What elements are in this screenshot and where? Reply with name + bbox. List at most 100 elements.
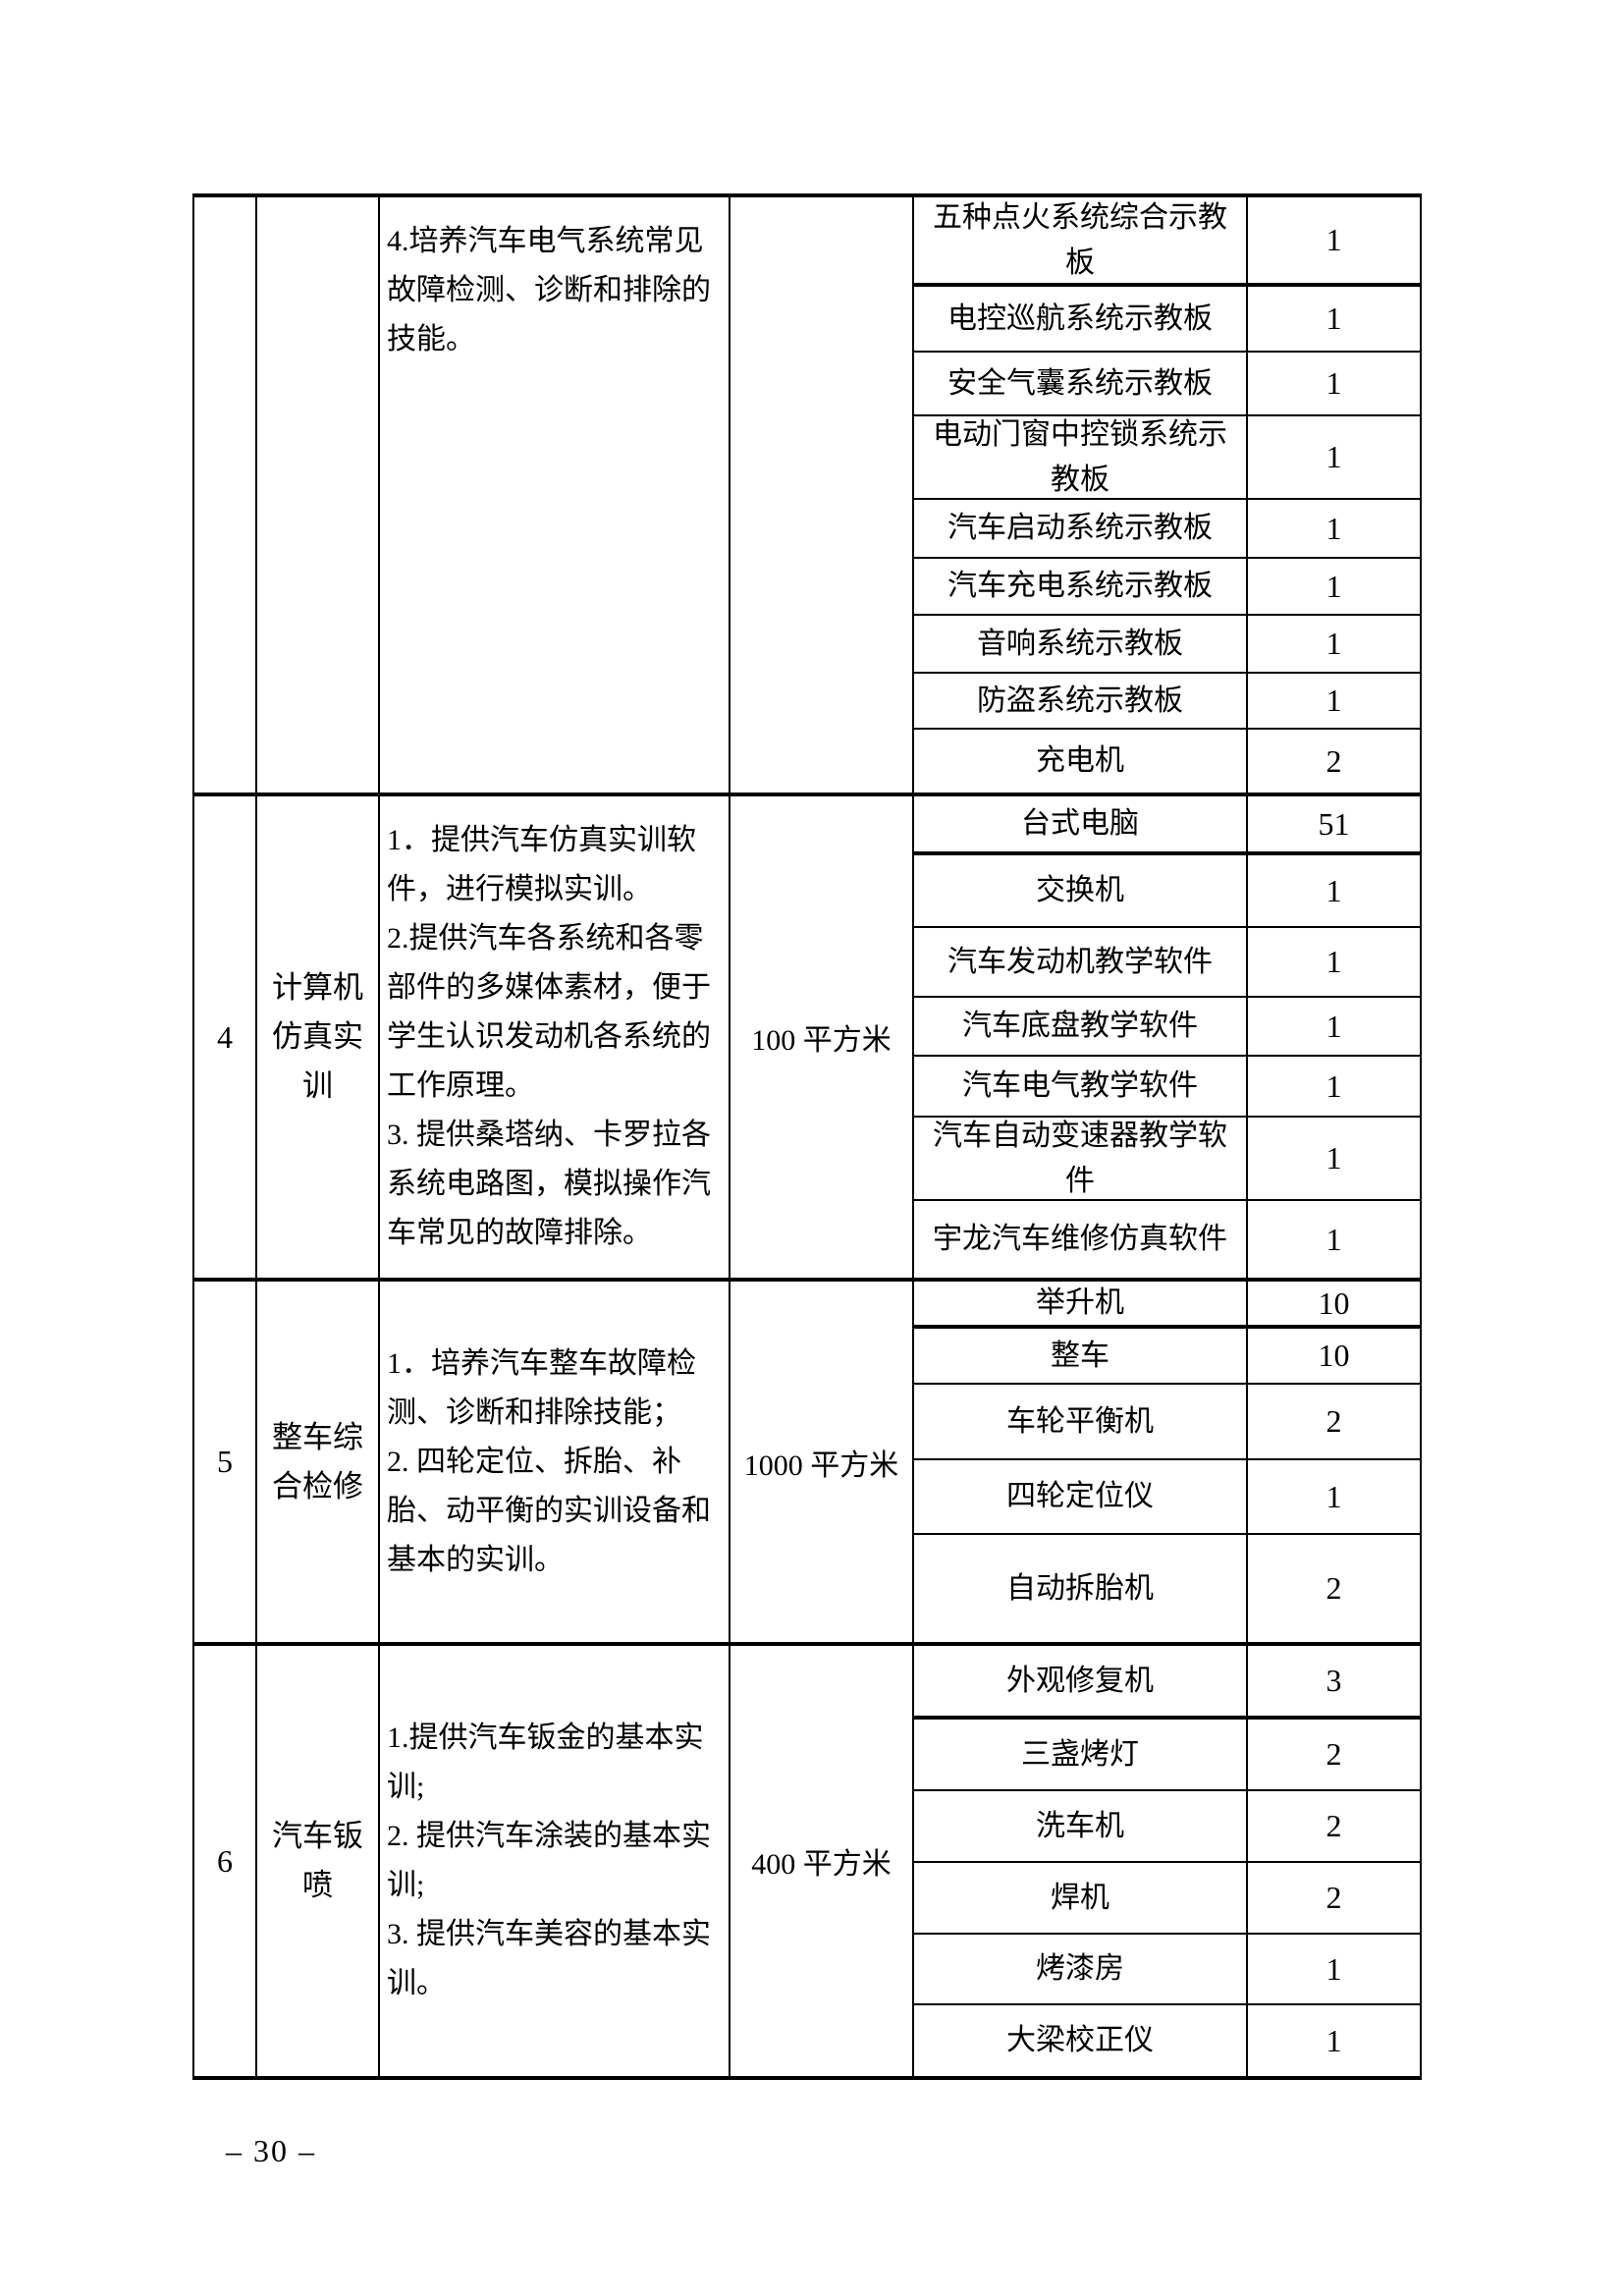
equipment-row: 电控巡航系统示教板 1 [914, 287, 1420, 353]
equipment-row: 音响系统示教板 1 [914, 616, 1420, 674]
equipment-qty-cell: 1 [1325, 683, 1342, 718]
equipment-row: 充电机 2 [914, 730, 1420, 793]
equipment-qty-cell: 10 [1318, 1338, 1350, 1373]
description-cell: 4.培养汽车电气系统常见故障检测、诊断和排除的技能。 [380, 197, 730, 793]
area-cell: 100 平方米 [730, 796, 914, 1278]
equipment-name-cell: 汽车电气教学软件 [914, 1057, 1248, 1116]
equipment-name-cell: 五种点火系统综合示教板 [914, 197, 1248, 283]
equipment-row: 汽车底盘教学软件 1 [914, 998, 1420, 1057]
description-paragraph: 1.提供汽车钣金的基本实训; [387, 1722, 704, 1803]
equipment-name-cell: 电控巡航系统示教板 [914, 287, 1248, 351]
table-group: 4 计算机仿真实训 1．提供汽车仿真实训软件，进行模拟实训。 2.提供汽车各系统和各零… [194, 793, 1420, 1278]
equipment-name-cell: 焊机 [914, 1863, 1248, 1933]
table-group: 6 汽车钣喷 1.提供汽车钣金的基本实训; 2. 提供汽车涂装的基本实训; 3. 提供汽… [194, 1642, 1420, 2076]
equipment-name-cell: 宇龙汽车维修仿真软件 [914, 1201, 1248, 1278]
equipment-name-cell: 四轮定位仪 [914, 1460, 1248, 1533]
equipment-qty-cell: 10 [1318, 1285, 1350, 1321]
equipment-row: 外观修复机 3 [914, 1646, 1420, 1720]
area-cell [730, 197, 914, 793]
equipment-row: 自动拆胎机 2 [914, 1535, 1420, 1642]
equipment-name-cell: 汽车充电系统示教板 [914, 559, 1248, 614]
description-paragraph: 3. 提供汽车美容的基本实训。 [387, 1918, 711, 1999]
area-cell: 1000 平方米 [730, 1282, 914, 1642]
room-name-cell [257, 197, 380, 793]
equipment-row: 三盏烤灯 2 [914, 1720, 1420, 1791]
equipment-row: 台式电脑 51 [914, 796, 1420, 855]
equipment-name-cell: 三盏烤灯 [914, 1720, 1248, 1789]
equipment-qty-cell: 3 [1325, 1663, 1342, 1698]
equipment-name-cell: 防盗系统示教板 [914, 674, 1248, 728]
equipment-name-cell: 车轮平衡机 [914, 1385, 1248, 1458]
equipment-rows: 外观修复机 3 三盏烤灯 2 洗车机 2 焊机 2 烤漆房 1 大梁校正仪 1 [914, 1646, 1420, 2076]
equipment-qty-cell: 1 [1325, 626, 1342, 661]
equipment-qty-cell: 2 [1325, 1808, 1342, 1843]
equipment-row: 举升机 10 [914, 1282, 1420, 1329]
equipment-row: 防盗系统示教板 1 [914, 674, 1420, 730]
description-paragraph: 3. 提供桑塔纳、卡罗拉各系统电路图，模拟操作汽车常见的故障排除。 [387, 1119, 711, 1249]
equipment-name-cell: 汽车启动系统示教板 [914, 500, 1248, 557]
description-cell: 1．培养汽车整车故障检测、诊断和排除技能； 2. 四轮定位、拆胎、补胎、动平衡的实… [380, 1282, 730, 1642]
description-paragraph: 1．培养汽车整车故障检测、诊断和排除技能； [387, 1346, 696, 1429]
page-number: – 30 – [226, 2133, 316, 2168]
equipment-row: 电动门窗中控锁系统示教板 1 [914, 416, 1420, 500]
equipment-name-cell: 汽车自动变速器教学软件 [914, 1118, 1248, 1199]
equipment-row: 五种点火系统综合示教板 1 [914, 197, 1420, 287]
equipment-row: 汽车充电系统示教板 1 [914, 559, 1420, 616]
equipment-qty-cell: 2 [1325, 1403, 1342, 1439]
equipment-rows: 五种点火系统综合示教板 1 电控巡航系统示教板 1 安全气囊系统示教板 1 电动门窗中控锁系… [914, 197, 1420, 793]
equipment-row: 汽车电气教学软件 1 [914, 1057, 1420, 1118]
equipment-qty-cell: 51 [1318, 805, 1350, 842]
equipment-row: 汽车自动变速器教学软件 1 [914, 1118, 1420, 1201]
room-name-cell: 汽车钣喷 [257, 1646, 380, 2076]
equipment-row: 交换机 1 [914, 855, 1420, 928]
description-paragraph: 2. 四轮定位、拆胎、补胎、动平衡的实训设备和基本的实训。 [387, 1445, 711, 1576]
equipment-row: 汽车发动机教学软件 1 [914, 928, 1420, 998]
equipment-row: 宇龙汽车维修仿真软件 1 [914, 1201, 1420, 1278]
sequence-cell: 6 [194, 1646, 257, 2076]
equipment-name-cell: 交换机 [914, 855, 1248, 926]
equipment-qty-cell: 1 [1325, 1067, 1342, 1104]
description-paragraph: 1．提供汽车仿真实训软件，进行模拟实训。 [387, 824, 696, 905]
room-name-cell: 计算机仿真实训 [257, 796, 380, 1278]
equipment-name-cell: 外观修复机 [914, 1646, 1248, 1716]
equipment-qty-cell: 1 [1325, 944, 1342, 979]
sequence-cell [194, 197, 257, 793]
sequence-cell: 5 [194, 1282, 257, 1642]
equipment-name-cell: 汽车底盘教学软件 [914, 998, 1248, 1055]
equipment-qty-cell: 1 [1325, 1008, 1342, 1044]
equipment-row: 车轮平衡机 2 [914, 1385, 1420, 1460]
sequence-cell: 4 [194, 796, 257, 1278]
equipment-row: 洗车机 2 [914, 1791, 1420, 1863]
equipment-name-cell: 台式电脑 [914, 796, 1248, 851]
equipment-name-cell: 充电机 [914, 730, 1248, 793]
description-cell: 1.提供汽车钣金的基本实训; 2. 提供汽车涂装的基本实训; 3. 提供汽车美容的基… [380, 1646, 730, 2076]
equipment-qty-cell: 1 [1325, 510, 1342, 546]
equipment-row: 大梁校正仪 1 [914, 2005, 1420, 2076]
equipment-name-cell: 安全气囊系统示教板 [914, 353, 1248, 414]
equipment-qty-cell: 1 [1325, 222, 1342, 257]
equipment-row: 焊机 2 [914, 1863, 1420, 1935]
description-paragraph: 2. 提供汽车涂装的基本实训; [387, 1820, 711, 1901]
equipment-name-cell: 电动门窗中控锁系统示教板 [914, 416, 1248, 498]
equipment-rows: 举升机 10 整车 10 车轮平衡机 2 四轮定位仪 1 自动拆胎机 2 [914, 1282, 1420, 1642]
area-cell: 400 平方米 [730, 1646, 914, 2076]
table-group: 5 整车综合检修 1．培养汽车整车故障检测、诊断和排除技能； 2. 四轮定位、拆胎、补… [194, 1278, 1420, 1642]
equipment-name-cell: 大梁校正仪 [914, 2005, 1248, 2076]
table-group: 4.培养汽车电气系统常见故障检测、诊断和排除的技能。 五种点火系统综合示教板 1 电控… [194, 197, 1420, 793]
equipment-qty-cell: 1 [1325, 568, 1342, 604]
equipment-qty-cell: 1 [1325, 1221, 1342, 1257]
equipment-name-cell: 整车 [914, 1329, 1248, 1383]
equipment-qty-cell: 2 [1325, 1736, 1342, 1772]
equipment-rows: 台式电脑 51 交换机 1 汽车发动机教学软件 1 汽车底盘教学软件 1 汽车电气教学软件 1 汽车… [914, 796, 1420, 1278]
equipment-name-cell: 洗车机 [914, 1791, 1248, 1861]
equipment-row: 烤漆房 1 [914, 1935, 1420, 2005]
equipment-row: 安全气囊系统示教板 1 [914, 353, 1420, 416]
equipment-name-cell: 音响系统示教板 [914, 616, 1248, 672]
equipment-row: 整车 10 [914, 1329, 1420, 1385]
description-paragraph: 4.培养汽车电气系统常见故障检测、诊断和排除的技能。 [387, 225, 711, 355]
equipment-qty-cell: 1 [1325, 1140, 1342, 1175]
equipment-row: 汽车启动系统示教板 1 [914, 500, 1420, 559]
equipment-qty-cell: 1 [1325, 1478, 1342, 1514]
equipment-qty-cell: 1 [1325, 365, 1342, 401]
